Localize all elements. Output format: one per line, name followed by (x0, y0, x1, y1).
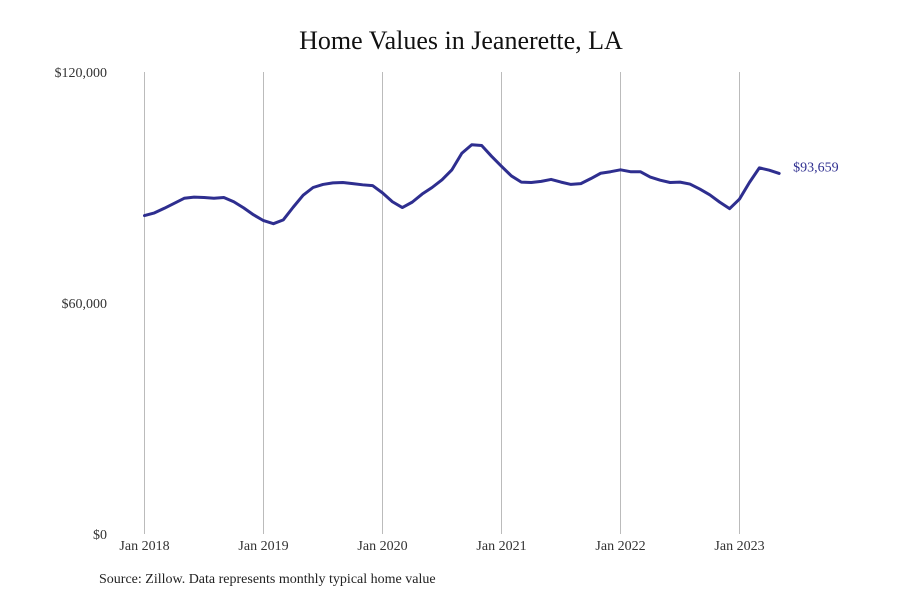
x-tick-label: Jan 2020 (357, 539, 407, 554)
x-tick-label: Jan 2021 (476, 539, 526, 554)
y-tick-label: $0 (93, 528, 107, 543)
x-gridlines (144, 72, 740, 534)
x-tick-label: Jan 2023 (714, 539, 764, 554)
source-note: Source: Zillow. Data represents monthly … (99, 572, 436, 587)
last-value-label: $93,659 (793, 160, 839, 175)
y-tick-label: $120,000 (55, 66, 108, 81)
x-tick-label: Jan 2019 (238, 539, 288, 554)
x-tick-label: Jan 2018 (119, 539, 169, 554)
y-axis-ticks: $0 $60,000 $120,000 (55, 66, 108, 543)
chart-title: Home Values in Jeanerette, LA (299, 26, 623, 55)
x-tick-label: Jan 2022 (595, 539, 645, 554)
x-axis-ticks: Jan 2018 Jan 2019 Jan 2020 Jan 2021 Jan 2022… (119, 539, 764, 554)
home-value-line (143, 143, 781, 226)
y-tick-label: $60,000 (62, 297, 108, 312)
